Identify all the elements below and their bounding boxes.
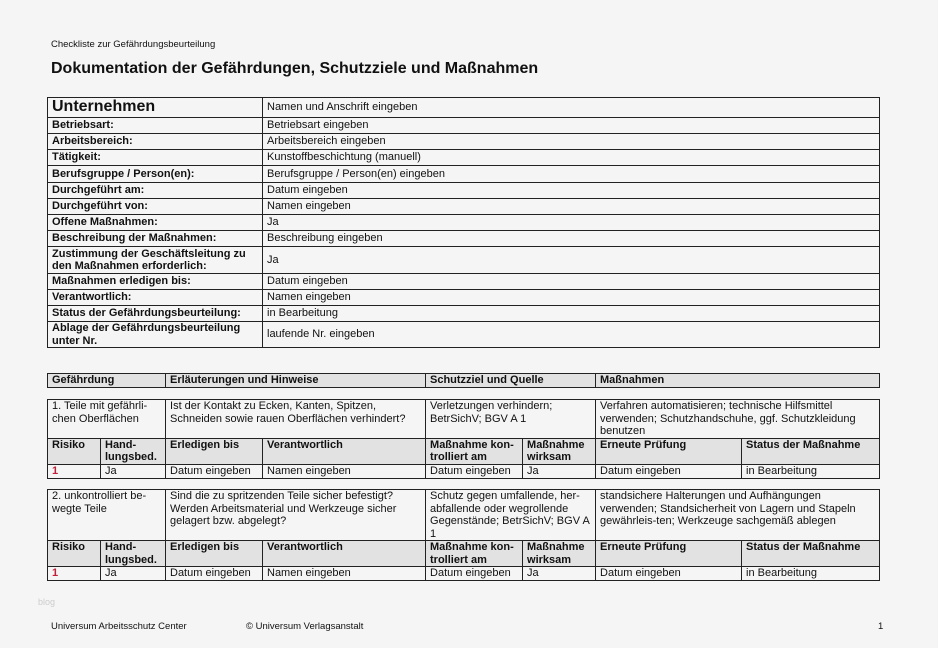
sub-header: Erledigen bis: [165, 540, 263, 567]
hazard-notes: Ist der Kontakt zu Ecken, Kanten, Spitze…: [165, 399, 427, 439]
hazard-value[interactable]: Ja: [99, 463, 167, 479]
info-row: Betriebsart: Betriebsart eingeben: [47, 117, 880, 134]
hazard-measures: Verfahren automatisieren; technische Hil…: [595, 399, 880, 439]
info-value[interactable]: Arbeitsbereich eingeben: [262, 133, 880, 150]
info-label: Beschreibung der Maßnahmen:: [47, 230, 263, 247]
info-value[interactable]: laufende Nr. eingeben: [262, 321, 880, 348]
info-value[interactable]: Ja: [262, 246, 880, 274]
hazard-value[interactable]: Datum eingeben: [595, 566, 743, 581]
info-label: Status der Gefährdungsbeurteilung:: [47, 305, 263, 322]
hazard-value[interactable]: Datum eingeben: [165, 566, 263, 581]
page-title: Dokumentation der Gefährdungen, Schutzzi…: [51, 60, 539, 77]
col-gefaehrdung: Gefährdung: [47, 373, 166, 388]
sub-header: Verantwortlich: [262, 437, 427, 465]
info-label: Durchgeführt am:: [47, 182, 263, 199]
sub-header: Erledigen bis: [165, 437, 264, 465]
hazard-notes: Sind die zu spritzenden Teile sicher bef…: [164, 489, 427, 541]
col-schutzziel: Schutzziel und Quelle: [425, 373, 596, 388]
hazard-value[interactable]: Datum eingeben: [425, 566, 524, 581]
hazard-value[interactable]: Ja: [100, 566, 166, 581]
info-value[interactable]: Datum eingeben: [262, 182, 880, 199]
sub-header: Risiko: [47, 437, 101, 465]
sub-header: Erneute Prüfung: [595, 437, 743, 465]
info-value[interactable]: in Bearbeitung: [262, 305, 880, 322]
info-label: Ablage der Gefährdungsbeurteilung unter …: [47, 321, 263, 348]
sub-header: Hand-lungsbed.: [100, 540, 166, 567]
hazard-value[interactable]: Datum eingeben: [425, 463, 524, 479]
risk-value[interactable]: 1: [47, 463, 101, 479]
info-label: Zustimmung der Geschäftsleitung zu den M…: [47, 246, 263, 274]
sub-header: Hand-lungsbed.: [99, 437, 167, 465]
risk-value[interactable]: 1: [47, 566, 101, 581]
hazard-value[interactable]: Ja: [522, 566, 597, 581]
sub-header: Risiko: [47, 540, 101, 567]
info-value[interactable]: Ja: [262, 214, 880, 231]
hazard-goal: Verletzungen verhindern; BetrSichV; BGV …: [425, 399, 597, 439]
info-row: Durchgeführt von: Namen eingeben: [47, 198, 880, 215]
info-label: Tätigkeit:: [47, 149, 263, 166]
info-row: Durchgeführt am: Datum eingeben: [47, 182, 880, 199]
footer-left: Universum Arbeitsschutz Center: [51, 621, 187, 632]
info-value[interactable]: Namen eingeben: [262, 289, 880, 306]
info-row: Ablage der Gefährdungsbeurteilung unter …: [47, 321, 880, 348]
hazard-block: 2. unkontrolliert be-wegte Teile Sind di…: [47, 489, 880, 581]
sub-header: Status der Maßnahme: [741, 437, 880, 465]
sub-header: Verantwortlich: [261, 540, 427, 567]
info-row: Zustimmung der Geschäftsleitung zu den M…: [47, 246, 880, 274]
info-label: Verantwortlich:: [47, 289, 263, 306]
info-label: Maßnahmen erledigen bis:: [47, 273, 263, 290]
info-label: Arbeitsbereich:: [47, 133, 263, 150]
hazard-goal: Schutz gegen umfallende, her-abfallende …: [425, 489, 597, 541]
info-table: Unternehmen Namen und Anschrift eingeben …: [47, 97, 880, 348]
company-value[interactable]: Namen und Anschrift eingeben: [262, 97, 880, 118]
info-row: Beschreibung der Maßnahmen: Beschreibung …: [47, 230, 880, 247]
document-subtitle: Checkliste zur Gefährdungsbeurteilung: [51, 39, 216, 50]
info-row: Arbeitsbereich: Arbeitsbereich eingeben: [47, 133, 880, 150]
info-label: Betriebsart:: [47, 117, 263, 134]
sub-header: Erneute Prüfung: [595, 540, 743, 567]
info-label: Offene Maßnahmen:: [47, 214, 263, 231]
sub-header: Maßnahme wirksam: [522, 437, 597, 465]
hazard-value[interactable]: in Bearbeitung: [741, 463, 880, 479]
info-row: Maßnahmen erledigen bis: Datum eingeben: [47, 273, 880, 290]
info-label: Durchgeführt von:: [47, 198, 263, 215]
info-value[interactable]: Betriebsart eingeben: [262, 117, 880, 134]
info-row: Verantwortlich: Namen eingeben: [47, 289, 880, 306]
info-value[interactable]: Kunstoffbeschichtung (manuell): [262, 149, 880, 166]
hazard-value[interactable]: Namen eingeben: [262, 463, 427, 479]
page-number: 1: [878, 621, 884, 632]
col-erlaeuterungen: Erläuterungen und Hinweise: [165, 373, 426, 388]
sub-header: Maßnahme wirksam: [522, 540, 597, 567]
info-row: Berufsgruppe / Person(en): Berufsgruppe /…: [47, 165, 880, 183]
sub-header: Status der Maßnahme: [741, 540, 880, 567]
hazard-block: 1. Teile mit gefährli-chen Oberflächen I…: [46, 399, 880, 479]
hazard-measures: standsichere Halterungen und Aufhängunge…: [595, 489, 880, 541]
sub-header: Maßnahme kon-trolliert am: [425, 540, 524, 567]
info-value[interactable]: Beschreibung eingeben: [262, 230, 880, 247]
info-row: Status der Gefährdungsbeurteilung: in Bea…: [47, 305, 880, 322]
sub-header: Maßnahme kon-trolliert am: [425, 437, 524, 465]
footer-center: © Universum Verlagsanstalt: [246, 621, 364, 632]
hazard-name: 2. unkontrolliert be-wegte Teile: [47, 489, 166, 541]
info-value[interactable]: Berufsgruppe / Person(en) eingeben: [262, 165, 880, 183]
info-row: Tätigkeit: Kunstoffbeschichtung (manuell): [47, 149, 880, 166]
info-value[interactable]: Datum eingeben: [262, 273, 880, 290]
company-label: Unternehmen: [47, 97, 263, 118]
hazard-value[interactable]: Datum eingeben: [595, 463, 743, 479]
hazard-value[interactable]: in Bearbeitung: [741, 566, 880, 581]
hazard-value[interactable]: Namen eingeben: [261, 566, 427, 581]
hazard-column-header: Gefährdung Erläuterungen und Hinweise Sc…: [47, 373, 880, 388]
info-label: Berufsgruppe / Person(en):: [47, 165, 263, 183]
watermark: blog: [38, 597, 56, 607]
hazard-name: 1. Teile mit gefährli-chen Oberflächen: [46, 399, 167, 439]
info-value[interactable]: Namen eingeben: [262, 198, 880, 215]
hazard-value[interactable]: Datum eingeben: [165, 463, 264, 479]
info-row: Offene Maßnahmen: Ja: [47, 214, 880, 231]
hazard-value[interactable]: Ja: [522, 463, 597, 479]
col-massnahmen: Maßnahmen: [595, 373, 880, 388]
